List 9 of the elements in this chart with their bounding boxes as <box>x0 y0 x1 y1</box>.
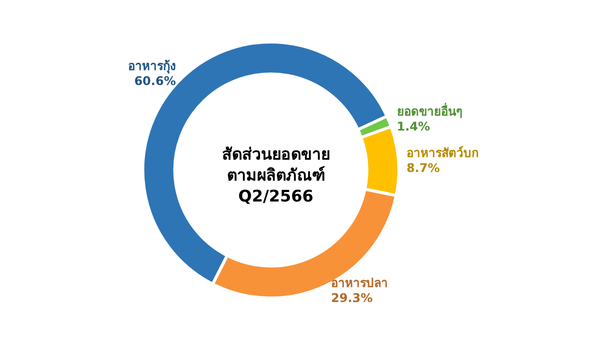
slice-label: อาหารกุ้ง <box>128 58 176 74</box>
slice-label: ยอดขายอื่นๆ <box>396 102 462 119</box>
data-label: 29.3% <box>330 291 373 306</box>
text: สัดส่วนยอดขาย ตามผลิตภัณฑ์ Q2/2566 <box>222 144 330 206</box>
data-label: 8.7% <box>406 160 440 175</box>
slice-label: อาหารสัตว์บก <box>406 146 478 160</box>
data-label: 1.4% <box>396 120 430 134</box>
data-label: 60.6% <box>134 74 176 88</box>
slice-label: อาหารปลา <box>330 276 388 290</box>
